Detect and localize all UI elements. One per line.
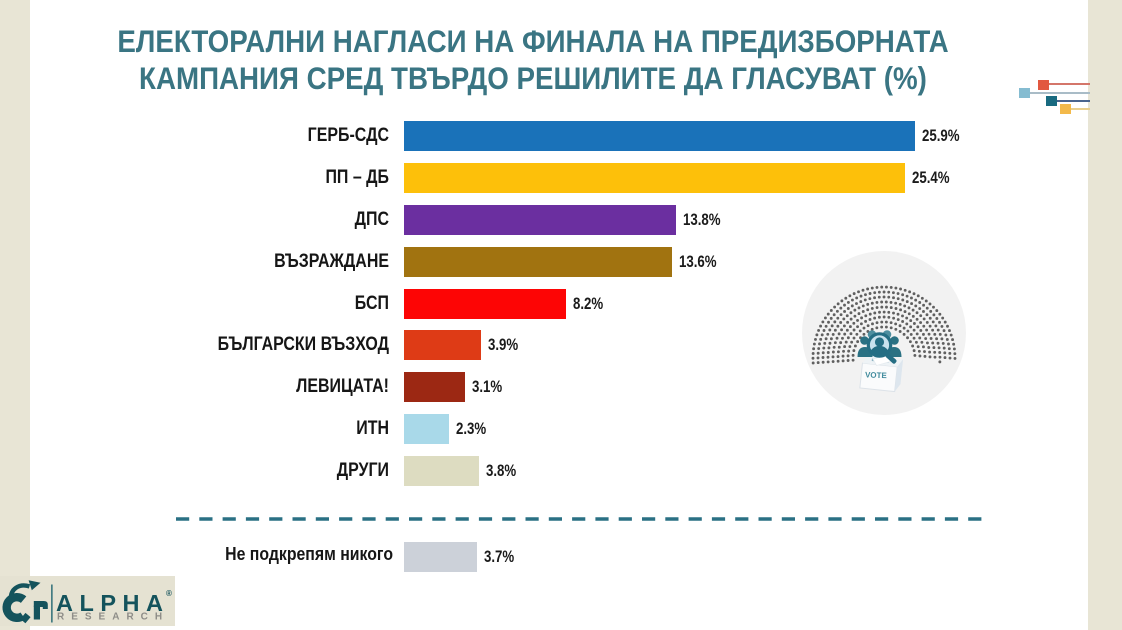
- svg-text:VOTE: VOTE: [865, 370, 888, 380]
- svg-text:®: ®: [166, 589, 172, 598]
- svg-text:ALPHA: ALPHA: [56, 590, 169, 616]
- svg-text:RESEARCH: RESEARCH: [57, 612, 169, 623]
